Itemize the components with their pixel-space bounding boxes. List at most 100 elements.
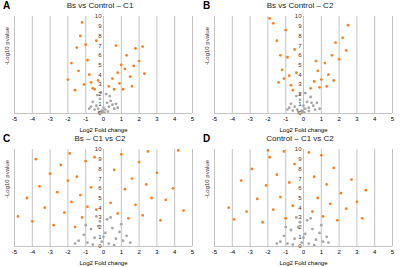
svg-text:6: 6 (98, 185, 102, 191)
svg-text:0: 0 (302, 116, 306, 122)
svg-text:8: 8 (98, 33, 102, 39)
svg-text:-2: -2 (265, 249, 271, 255)
svg-text:2: 2 (137, 249, 141, 255)
html-text:Bs vs Control – C2: Bs vs Control – C2 (266, 1, 334, 10)
svg-text:-Log10 pvalue: -Log10 pvalue (204, 26, 210, 65)
svg-text:3: 3 (355, 249, 359, 255)
svg-text:4: 4 (173, 116, 177, 122)
svg-text:9: 9 (298, 156, 302, 162)
svg-text:-2: -2 (65, 116, 71, 122)
svg-text:1: 1 (320, 249, 324, 255)
svg-text:4: 4 (298, 205, 302, 211)
svg-text:6: 6 (298, 52, 302, 58)
svg-text:5: 5 (298, 62, 302, 68)
svg-text:7: 7 (98, 176, 102, 182)
svg-text:1: 1 (120, 249, 124, 255)
svg-text:3: 3 (298, 214, 302, 220)
svg-text:3: 3 (98, 214, 102, 220)
svg-text:4: 4 (98, 205, 102, 211)
svg-text:5: 5 (191, 116, 195, 122)
svg-text:2: 2 (98, 91, 102, 97)
svg-text:Log2 Fold change: Log2 Fold change (79, 260, 128, 266)
svg-text:1: 1 (98, 101, 102, 107)
svg-text:10: 10 (295, 146, 302, 152)
svg-text:2: 2 (98, 224, 102, 230)
svg-text:8: 8 (298, 33, 302, 39)
svg-text:5: 5 (98, 195, 102, 201)
svg-text:1: 1 (98, 234, 102, 240)
svg-text:-2: -2 (265, 116, 271, 122)
svg-text:-1: -1 (83, 249, 89, 255)
svg-text:-5: -5 (212, 249, 218, 255)
svg-text:5: 5 (391, 249, 395, 255)
svg-text:-4: -4 (230, 116, 236, 122)
svg-text:-1: -1 (83, 116, 89, 122)
svg-text:Log2 Fold change: Log2 Fold change (79, 127, 128, 133)
svg-text:2: 2 (298, 91, 302, 97)
svg-text:Log2 Fold change: Log2 Fold change (279, 260, 328, 266)
svg-text:-4: -4 (30, 116, 36, 122)
svg-text:1: 1 (298, 234, 302, 240)
svg-text:Log2 Fold change: Log2 Fold change (279, 127, 328, 133)
svg-text:0: 0 (102, 249, 106, 255)
svg-text:9: 9 (298, 23, 302, 29)
svg-text:-3: -3 (247, 116, 253, 122)
svg-text:0: 0 (298, 110, 302, 116)
svg-text:2: 2 (337, 116, 341, 122)
svg-text:5: 5 (298, 195, 302, 201)
svg-text:1: 1 (320, 116, 324, 122)
html-text:Bs – C1 vs C2: Bs – C1 vs C2 (74, 134, 126, 143)
svg-text:9: 9 (98, 23, 102, 29)
svg-text:0: 0 (102, 116, 106, 122)
svg-text:3: 3 (155, 249, 159, 255)
svg-text:1: 1 (298, 101, 302, 107)
svg-text:3: 3 (98, 81, 102, 87)
svg-text:-1: -1 (283, 249, 289, 255)
svg-text:7: 7 (98, 43, 102, 49)
svg-text:-3: -3 (47, 116, 53, 122)
svg-text:-Log10 pvalue: -Log10 pvalue (4, 159, 10, 198)
svg-text:0: 0 (298, 243, 302, 249)
svg-text:7: 7 (298, 176, 302, 182)
html-text:Control – C1 vs C2: Control – C1 vs C2 (266, 134, 334, 143)
svg-text:-Log10 pvalue: -Log10 pvalue (204, 159, 210, 198)
svg-text:-5: -5 (212, 116, 218, 122)
svg-text:4: 4 (298, 72, 302, 78)
svg-text:4: 4 (373, 116, 377, 122)
svg-text:-5: -5 (12, 116, 18, 122)
svg-text:-3: -3 (247, 249, 253, 255)
svg-text:6: 6 (98, 52, 102, 58)
svg-text:6: 6 (298, 185, 302, 191)
svg-text:5: 5 (391, 116, 395, 122)
svg-text:5: 5 (191, 249, 195, 255)
svg-text:-Log10 pvalue: -Log10 pvalue (4, 26, 10, 65)
svg-text:-4: -4 (30, 249, 36, 255)
svg-text:8: 8 (298, 166, 302, 172)
svg-text:4: 4 (98, 72, 102, 78)
svg-text:4: 4 (373, 249, 377, 255)
svg-text:10: 10 (95, 146, 102, 152)
svg-text:2: 2 (137, 116, 141, 122)
svg-text:10: 10 (295, 13, 302, 19)
svg-text:0: 0 (98, 110, 102, 116)
svg-text:0: 0 (98, 243, 102, 249)
html-text:Bs vs Control – C1: Bs vs Control – C1 (66, 1, 134, 10)
svg-text:3: 3 (355, 116, 359, 122)
svg-text:10: 10 (95, 13, 102, 19)
svg-text:7: 7 (298, 43, 302, 49)
svg-text:-1: -1 (283, 116, 289, 122)
svg-text:9: 9 (98, 156, 102, 162)
svg-text:3: 3 (155, 116, 159, 122)
svg-text:3: 3 (298, 81, 302, 87)
svg-text:8: 8 (98, 166, 102, 172)
svg-text:4: 4 (173, 249, 177, 255)
svg-text:-2: -2 (65, 249, 71, 255)
svg-text:2: 2 (337, 249, 341, 255)
svg-text:-3: -3 (47, 249, 53, 255)
svg-text:-5: -5 (12, 249, 18, 255)
svg-text:0: 0 (302, 249, 306, 255)
svg-text:5: 5 (98, 62, 102, 68)
svg-text:-4: -4 (230, 249, 236, 255)
svg-text:2: 2 (298, 224, 302, 230)
svg-text:1: 1 (120, 116, 124, 122)
